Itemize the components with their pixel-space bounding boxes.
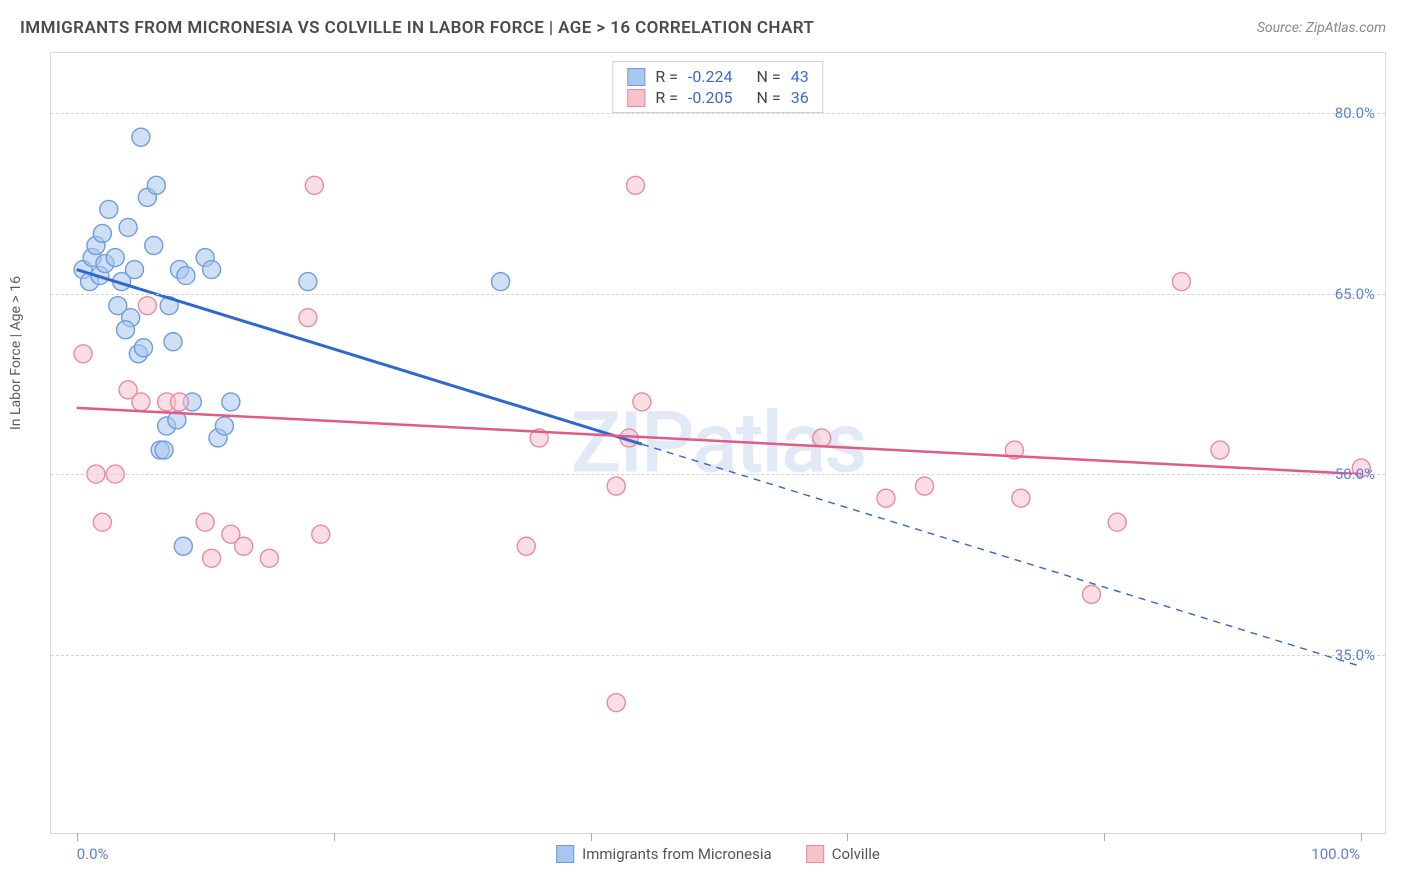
x-tick-label: 100.0%	[1311, 845, 1360, 863]
chart-plot-area: ZIPatlas R = -0.224N = 43R = -0.205N = 3…	[50, 52, 1386, 834]
data-point	[174, 537, 192, 555]
data-point	[305, 176, 323, 194]
legend-n-value: 43	[791, 67, 809, 86]
source-attribution: Source: ZipAtlas.com	[1257, 20, 1386, 36]
data-point	[492, 273, 510, 291]
grid-line	[51, 474, 1385, 475]
data-point	[215, 417, 233, 435]
y-tick-label: 65.0%	[1335, 285, 1375, 303]
data-point	[312, 525, 330, 543]
legend-swatch	[627, 89, 645, 107]
data-point	[260, 549, 278, 567]
data-point	[1083, 585, 1101, 603]
legend-n-label: N =	[757, 67, 781, 86]
legend-r-label: R =	[655, 88, 678, 107]
data-point	[203, 261, 221, 279]
data-point	[1012, 489, 1030, 507]
data-point	[126, 261, 144, 279]
grid-line	[51, 113, 1385, 114]
x-tick	[847, 833, 848, 841]
legend-r-value: -0.205	[688, 88, 733, 107]
regression-line-extrapolated	[642, 444, 1361, 666]
legend-label: Colville	[832, 845, 880, 863]
data-point	[93, 224, 111, 242]
data-point	[299, 273, 317, 291]
data-point	[177, 267, 195, 285]
grid-line	[51, 294, 1385, 295]
data-point	[916, 477, 934, 495]
legend-item: Colville	[806, 845, 880, 863]
x-tick	[591, 833, 592, 841]
chart-title: IMMIGRANTS FROM MICRONESIA VS COLVILLE I…	[20, 18, 814, 38]
legend-n-label: N =	[757, 88, 781, 107]
legend-label: Immigrants from Micronesia	[582, 845, 772, 863]
legend-swatch	[806, 845, 824, 863]
x-tick	[1104, 833, 1105, 841]
data-point	[145, 236, 163, 254]
data-point	[147, 176, 165, 194]
data-point	[1211, 441, 1229, 459]
data-point	[74, 345, 92, 363]
data-point	[117, 321, 135, 339]
data-point	[235, 537, 253, 555]
legend-r-label: R =	[655, 67, 678, 86]
data-point	[164, 333, 182, 351]
data-point	[170, 393, 188, 411]
legend-item: Immigrants from Micronesia	[556, 845, 772, 863]
data-point	[633, 393, 651, 411]
legend-stat-row: R = -0.224 N = 43	[627, 66, 808, 87]
x-tick	[77, 833, 78, 841]
data-point	[203, 549, 221, 567]
data-point	[222, 393, 240, 411]
data-point	[517, 537, 535, 555]
regression-line	[77, 408, 1362, 474]
data-point	[132, 393, 150, 411]
legend-n-value: 36	[791, 88, 809, 107]
x-tick	[1361, 833, 1362, 841]
x-tick	[334, 833, 335, 841]
chart-header: IMMIGRANTS FROM MICRONESIA VS COLVILLE I…	[0, 0, 1406, 46]
scatter-plot-svg	[51, 53, 1385, 833]
data-point	[607, 694, 625, 712]
legend-swatch	[627, 68, 645, 86]
y-axis-label: In Labor Force | Age > 16	[8, 276, 24, 430]
data-point	[627, 176, 645, 194]
data-point	[1108, 513, 1126, 531]
legend-stat-row: R = -0.205 N = 36	[627, 87, 808, 108]
y-tick-label: 35.0%	[1335, 646, 1375, 664]
data-point	[299, 309, 317, 327]
data-point	[93, 513, 111, 531]
data-point	[106, 249, 124, 267]
data-point	[813, 429, 831, 447]
y-tick-label: 50.0%	[1335, 465, 1375, 483]
data-point	[155, 441, 173, 459]
data-point	[100, 200, 118, 218]
data-point	[138, 297, 156, 315]
legend-swatch	[556, 845, 574, 863]
data-point	[134, 339, 152, 357]
x-tick-label: 0.0%	[77, 845, 109, 863]
data-point	[877, 489, 895, 507]
legend-r-value: -0.224	[688, 67, 733, 86]
data-point	[132, 128, 150, 146]
data-point	[119, 218, 137, 236]
data-point	[607, 477, 625, 495]
correlation-legend: R = -0.224 N = 43 R = -0.205 N = 36	[612, 61, 823, 113]
grid-line	[51, 655, 1385, 656]
y-tick-label: 80.0%	[1335, 104, 1375, 122]
data-point	[1172, 273, 1190, 291]
data-point	[196, 513, 214, 531]
series-legend: Immigrants from Micronesia Colville	[556, 845, 880, 863]
